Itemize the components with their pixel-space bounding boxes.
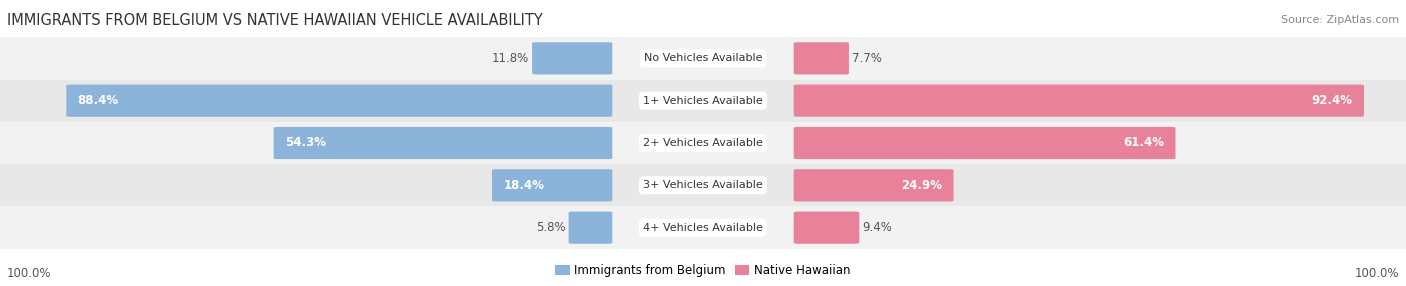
Text: Source: ZipAtlas.com: Source: ZipAtlas.com	[1281, 15, 1399, 25]
Text: 61.4%: 61.4%	[1123, 136, 1164, 150]
Text: 88.4%: 88.4%	[77, 94, 118, 107]
Text: 11.8%: 11.8%	[492, 52, 529, 65]
Bar	[0, 80, 1406, 122]
Text: 100.0%: 100.0%	[7, 267, 52, 280]
Text: 100.0%: 100.0%	[1354, 267, 1399, 280]
Bar	[0, 37, 1406, 80]
Text: 9.4%: 9.4%	[862, 221, 891, 234]
FancyBboxPatch shape	[793, 127, 1175, 159]
FancyBboxPatch shape	[274, 127, 613, 159]
Text: 5.8%: 5.8%	[536, 221, 565, 234]
FancyBboxPatch shape	[793, 169, 953, 201]
FancyBboxPatch shape	[568, 212, 613, 244]
Bar	[0, 122, 1406, 164]
FancyBboxPatch shape	[793, 212, 859, 244]
Text: 54.3%: 54.3%	[285, 136, 326, 150]
Bar	[0, 164, 1406, 206]
FancyBboxPatch shape	[793, 42, 849, 74]
Text: 2+ Vehicles Available: 2+ Vehicles Available	[643, 138, 763, 148]
FancyBboxPatch shape	[66, 85, 613, 117]
Text: 1+ Vehicles Available: 1+ Vehicles Available	[643, 96, 763, 106]
Text: 18.4%: 18.4%	[503, 179, 544, 192]
FancyBboxPatch shape	[492, 169, 613, 201]
Text: No Vehicles Available: No Vehicles Available	[644, 53, 762, 63]
Text: 4+ Vehicles Available: 4+ Vehicles Available	[643, 223, 763, 233]
Bar	[0, 206, 1406, 249]
FancyBboxPatch shape	[531, 42, 613, 74]
Text: 7.7%: 7.7%	[852, 52, 882, 65]
FancyBboxPatch shape	[793, 85, 1364, 117]
Text: 24.9%: 24.9%	[901, 179, 942, 192]
Legend: Immigrants from Belgium, Native Hawaiian: Immigrants from Belgium, Native Hawaiian	[555, 264, 851, 277]
Text: IMMIGRANTS FROM BELGIUM VS NATIVE HAWAIIAN VEHICLE AVAILABILITY: IMMIGRANTS FROM BELGIUM VS NATIVE HAWAII…	[7, 13, 543, 27]
Text: 3+ Vehicles Available: 3+ Vehicles Available	[643, 180, 763, 190]
Text: 92.4%: 92.4%	[1312, 94, 1353, 107]
